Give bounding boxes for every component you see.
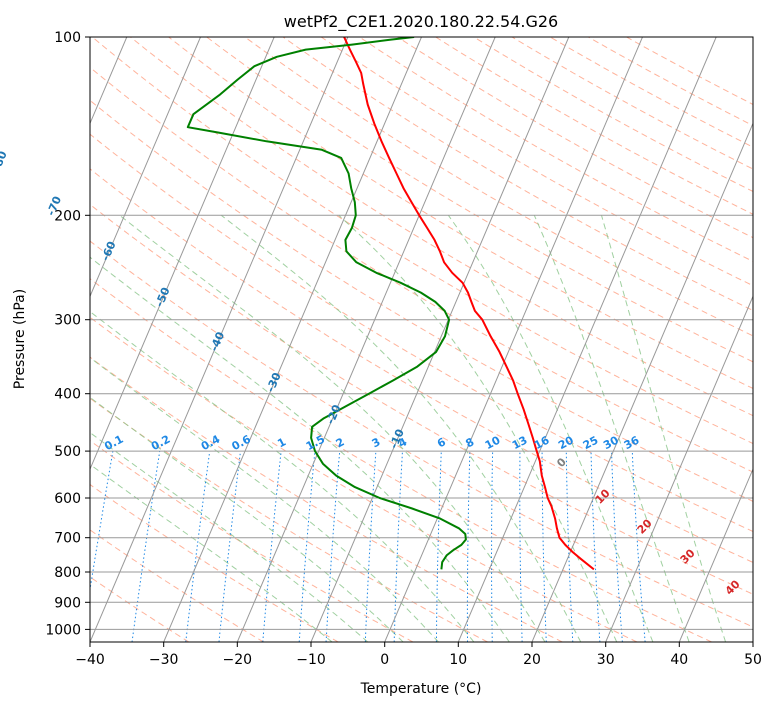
dry-adiabat xyxy=(244,37,753,337)
mixing-ratio-line xyxy=(185,451,211,642)
mixing-ratio-line xyxy=(298,451,316,642)
mixing-ratio-label: 20 xyxy=(556,433,576,452)
moist-adiabat xyxy=(447,215,654,642)
y-tick-label: 100 xyxy=(54,30,81,46)
dry-adiabat xyxy=(90,356,563,642)
temperature-line xyxy=(343,37,595,571)
mixing-ratio-line xyxy=(631,451,646,642)
x-tick-label: 40 xyxy=(670,652,688,668)
y-tick-label: 300 xyxy=(54,313,81,329)
mixing-ratio-label: 10 xyxy=(483,433,503,452)
x-axis-label: Temperature (°C) xyxy=(360,681,482,697)
moist-adiabat xyxy=(533,215,690,642)
dry-adiabat xyxy=(91,37,753,445)
isotherm xyxy=(90,37,201,298)
dry-adiabat xyxy=(90,278,712,642)
moist-adiabat xyxy=(90,463,333,642)
moist-adiabat xyxy=(90,256,510,642)
x-tick-label: 50 xyxy=(744,652,762,668)
isotherm xyxy=(384,37,643,642)
y-tick-label: 500 xyxy=(54,444,81,460)
moist-adiabat xyxy=(601,215,727,642)
dry-adiabat xyxy=(130,37,753,417)
moist-adiabat xyxy=(220,214,582,642)
mixing-ratio-line xyxy=(262,451,282,642)
isotherm xyxy=(531,122,753,642)
moist-adiabat xyxy=(90,396,404,642)
dry-adiabat xyxy=(90,203,753,595)
mixing-ratio-label: 16 xyxy=(532,433,552,452)
y-tick-label: 600 xyxy=(54,491,81,507)
y-axis-label: Pressure (hPa) xyxy=(12,289,28,389)
dry-adiabat xyxy=(90,529,264,642)
moist-adiabat xyxy=(338,214,618,642)
background-lines xyxy=(90,37,753,642)
mixing-ratio-label: 13 xyxy=(510,434,530,453)
moist-adiabat xyxy=(90,356,439,642)
dry-adiabat xyxy=(90,133,753,533)
moist-adiabat xyxy=(119,214,546,642)
chart-title: wetPf2_C2E1.2020.180.22.54.G26 xyxy=(284,12,558,32)
x-tick-label: 0 xyxy=(380,652,389,668)
dry-adiabat xyxy=(90,483,339,642)
x-tick-label: 20 xyxy=(523,652,541,668)
dry-adiabat xyxy=(90,99,753,502)
isotherm-label: -80 xyxy=(0,149,10,173)
y-tick-label: 800 xyxy=(54,565,81,581)
x-tick-label: 10 xyxy=(449,652,467,668)
y-tick-label: 900 xyxy=(54,595,81,611)
isotherm xyxy=(605,295,753,642)
y-tick-label: 400 xyxy=(54,387,81,403)
isotherm xyxy=(236,37,496,642)
x-tick-label: −40 xyxy=(75,652,105,668)
x-tick-label: −20 xyxy=(223,652,253,668)
isotherm xyxy=(90,37,275,471)
mixing-ratio-line xyxy=(218,451,241,642)
dry-adiabat xyxy=(90,316,638,642)
mixing-ratio-label: 36 xyxy=(622,433,642,452)
x-tick-label: −30 xyxy=(149,652,179,668)
axes: −40 −30 −20 −10 0 10 20 30 40 50 100 200 300 400 500 60… xyxy=(45,30,762,668)
dewpoint-line xyxy=(186,37,467,570)
x-tick-label: −10 xyxy=(296,652,326,668)
dry-adiabat xyxy=(90,240,753,628)
y-tick-label: 200 xyxy=(54,208,81,224)
mixing-ratio-label: 30 xyxy=(601,433,621,452)
y-tick-label: 1000 xyxy=(45,622,81,638)
x-tick-label: 30 xyxy=(597,652,615,668)
isotherm xyxy=(678,467,753,642)
isotherm xyxy=(310,37,570,642)
mixing-ratio-label: 25 xyxy=(581,434,601,453)
isotherm xyxy=(163,37,422,642)
isotherm xyxy=(90,37,349,642)
sounding-lines xyxy=(186,37,595,571)
plot-frame xyxy=(89,36,754,643)
isotherm xyxy=(457,37,717,642)
y-tick-label: 700 xyxy=(54,531,81,547)
dry-adiabat xyxy=(168,37,753,389)
moist-adiabat xyxy=(90,310,475,642)
dry-adiabat xyxy=(282,37,753,312)
